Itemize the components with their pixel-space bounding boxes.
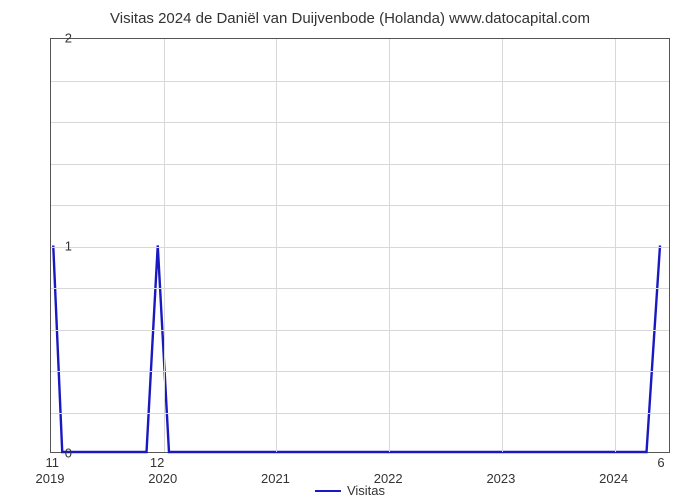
grid-line-h [51, 122, 669, 123]
chart-container: Visitas 2024 de Daniël van Duijvenbode (… [0, 10, 700, 500]
grid-line-v [164, 39, 165, 452]
plot-area [50, 38, 670, 453]
xtick-label: 2020 [148, 471, 177, 486]
grid-line-h [51, 371, 669, 372]
grid-line-h [51, 247, 669, 248]
ytick-label: 1 [65, 238, 72, 253]
xtick-label: 2023 [486, 471, 515, 486]
xtick-label: 2024 [599, 471, 628, 486]
series-line [53, 246, 660, 453]
grid-line-h [51, 413, 669, 414]
legend-swatch [315, 490, 341, 492]
xtick-label-upper: 11 [46, 455, 60, 470]
grid-line-v [502, 39, 503, 452]
grid-line-h [51, 164, 669, 165]
xtick-label: 2022 [374, 471, 403, 486]
chart-title: Visitas 2024 de Daniël van Duijvenbode (… [0, 10, 700, 27]
grid-line-v [276, 39, 277, 452]
grid-line-v [615, 39, 616, 452]
grid-line-v [389, 39, 390, 452]
grid-line-h [51, 205, 669, 206]
xtick-label-upper: 6 [657, 455, 664, 470]
xtick-label: 2019 [36, 471, 65, 486]
grid-line-h [51, 330, 669, 331]
ytick-label: 2 [65, 31, 72, 46]
data-line-svg [51, 39, 669, 452]
grid-line-h [51, 288, 669, 289]
ytick-label: 0 [65, 446, 72, 461]
xtick-label: 2021 [261, 471, 290, 486]
grid-line-h [51, 81, 669, 82]
xtick-label-upper: 12 [150, 455, 164, 470]
